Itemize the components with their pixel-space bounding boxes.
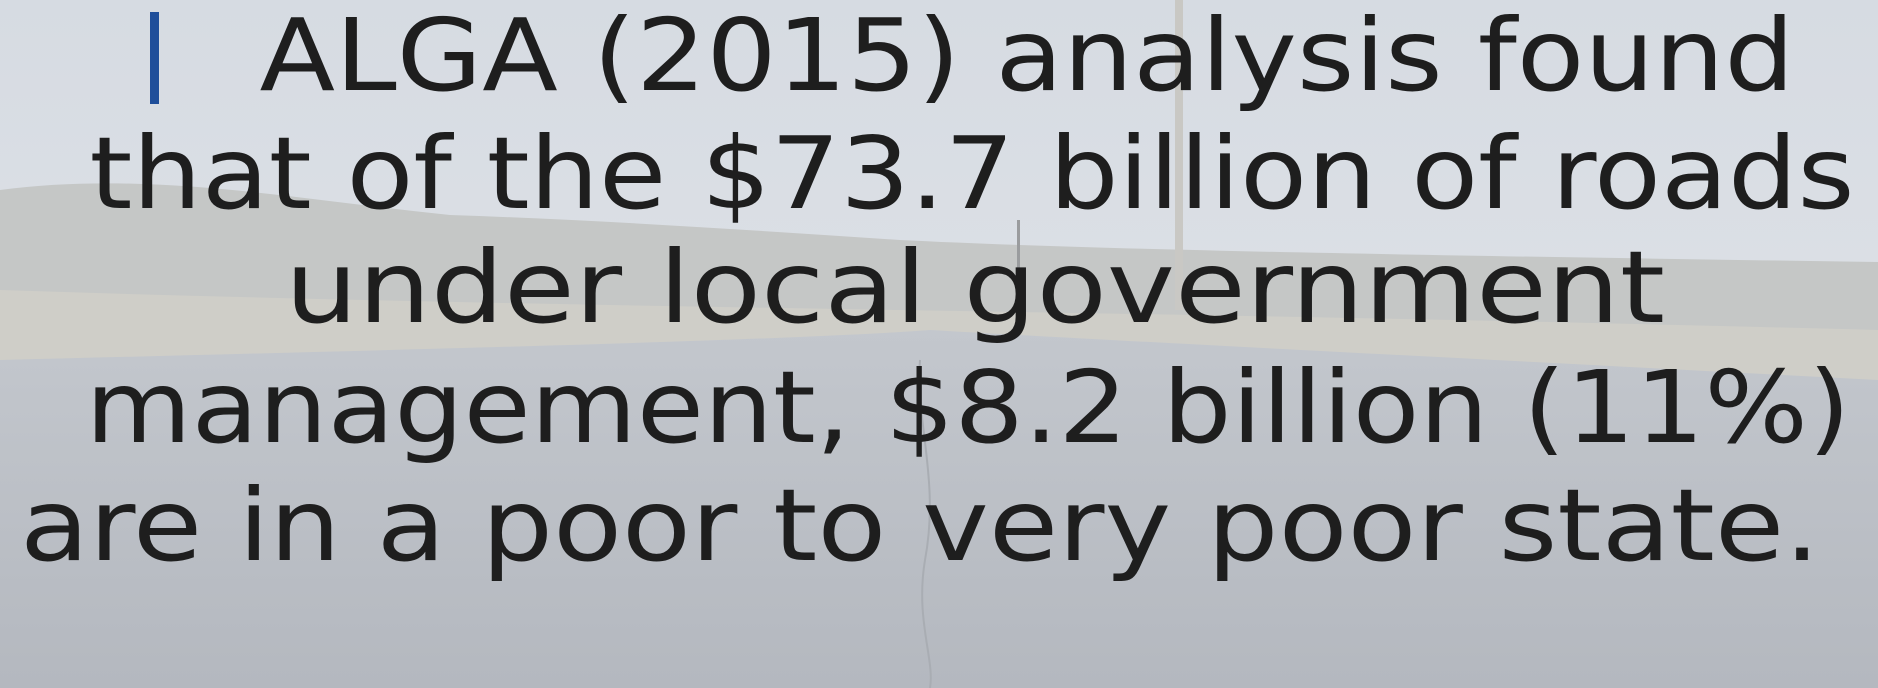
text-line: management, $8.2 billion (11%) — [86, 349, 1851, 466]
bullet-bar — [150, 12, 159, 104]
text-line: ALGA (2015) analysis found — [260, 0, 1795, 114]
text-line: that of the $73.7 billion of roads — [90, 115, 1855, 232]
text-line: under local government — [285, 229, 1665, 346]
text-line: are in a poor to very poor state. — [20, 467, 1820, 584]
